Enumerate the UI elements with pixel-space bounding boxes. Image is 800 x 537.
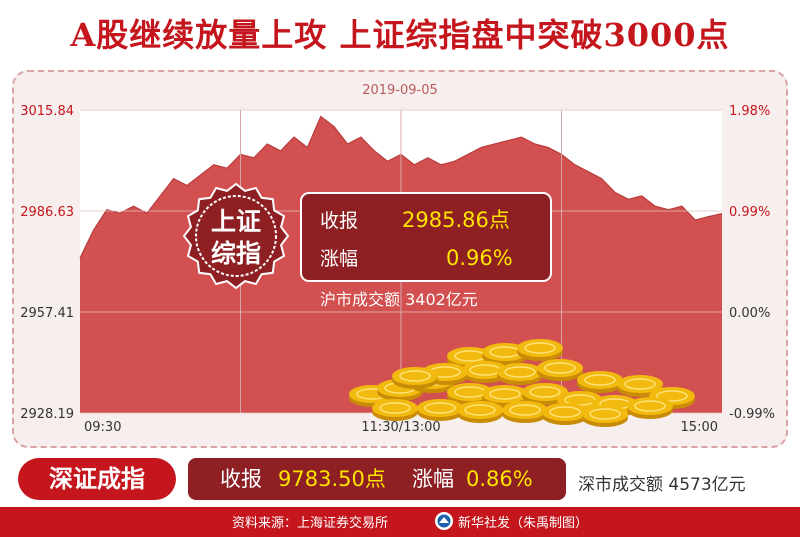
shenzhen-change-label: 涨幅 (412, 467, 454, 491)
gold-coin (457, 401, 503, 423)
y-left-tick-label: 3015.84 (20, 104, 74, 119)
y-left-tick-label: 2957.41 (20, 306, 74, 321)
xinhua-logo-icon (435, 512, 453, 530)
y-right-tick-label: 1.98% (729, 104, 770, 119)
gold-coin (417, 399, 463, 421)
badge-rosette (182, 182, 290, 290)
y-left-tick-label: 2928.19 (20, 407, 74, 422)
shanghai-close-value: 2985.86点 (402, 208, 510, 232)
shanghai-info-box (300, 192, 552, 282)
badge-text-line1: 上证 (211, 207, 261, 236)
shanghai-change-value: 0.96% (446, 246, 513, 270)
gold-coin (497, 363, 543, 385)
gold-coin (522, 383, 568, 405)
shenzhen-info-box (188, 458, 566, 500)
gold-coin (542, 403, 588, 425)
shenzhen-change-value: 0.86% (466, 467, 533, 491)
badge-inner-ring (195, 195, 277, 277)
gold-coin (577, 371, 623, 393)
footer-credit: 新华社发（朱禹制图） (458, 516, 589, 531)
shenzhen-close-value: 9783.50点 (278, 467, 386, 491)
gold-coin (482, 343, 528, 365)
gold-coin (502, 401, 548, 423)
gold-coin (447, 383, 493, 405)
y-right-tick-label: -0.99% (729, 407, 775, 422)
gold-coin (372, 399, 418, 421)
chart-title-date: 2019-09-05 (362, 83, 438, 98)
footer-bar (0, 507, 800, 537)
headline: A股继续放量上攻 上证综指盘中突破3000点 (70, 16, 730, 54)
shanghai-turnover: 沪市成交额 3402亿元 (320, 290, 478, 309)
gold-coin (537, 359, 583, 381)
gold-coin (462, 361, 508, 383)
y-left-tick-label: 2986.63 (20, 205, 74, 220)
gold-coin (517, 339, 563, 361)
x-tick-label: 11:30/13:00 (361, 420, 440, 435)
footer-source: 资料来源：上海证券交易所 (232, 516, 389, 531)
shenzhen-close-label: 收报 (220, 467, 262, 491)
x-tick-label: 15:00 (681, 420, 718, 435)
y-right-tick-label: 0.99% (729, 205, 770, 220)
gold-coin (392, 367, 438, 389)
shanghai-close-label: 收报 (320, 210, 358, 232)
gold-coin (627, 397, 673, 419)
shenzhen-turnover: 深市成交额 4573亿元 (578, 475, 746, 495)
x-tick-label: 09:30 (84, 420, 121, 435)
badge-text-line2: 综指 (211, 239, 261, 268)
shanghai-change-label: 涨幅 (320, 248, 358, 270)
y-right-tick-label: 0.00% (729, 306, 770, 321)
shenzhen-index-label: 深证成指 (18, 458, 176, 500)
gold-coin (582, 405, 628, 427)
